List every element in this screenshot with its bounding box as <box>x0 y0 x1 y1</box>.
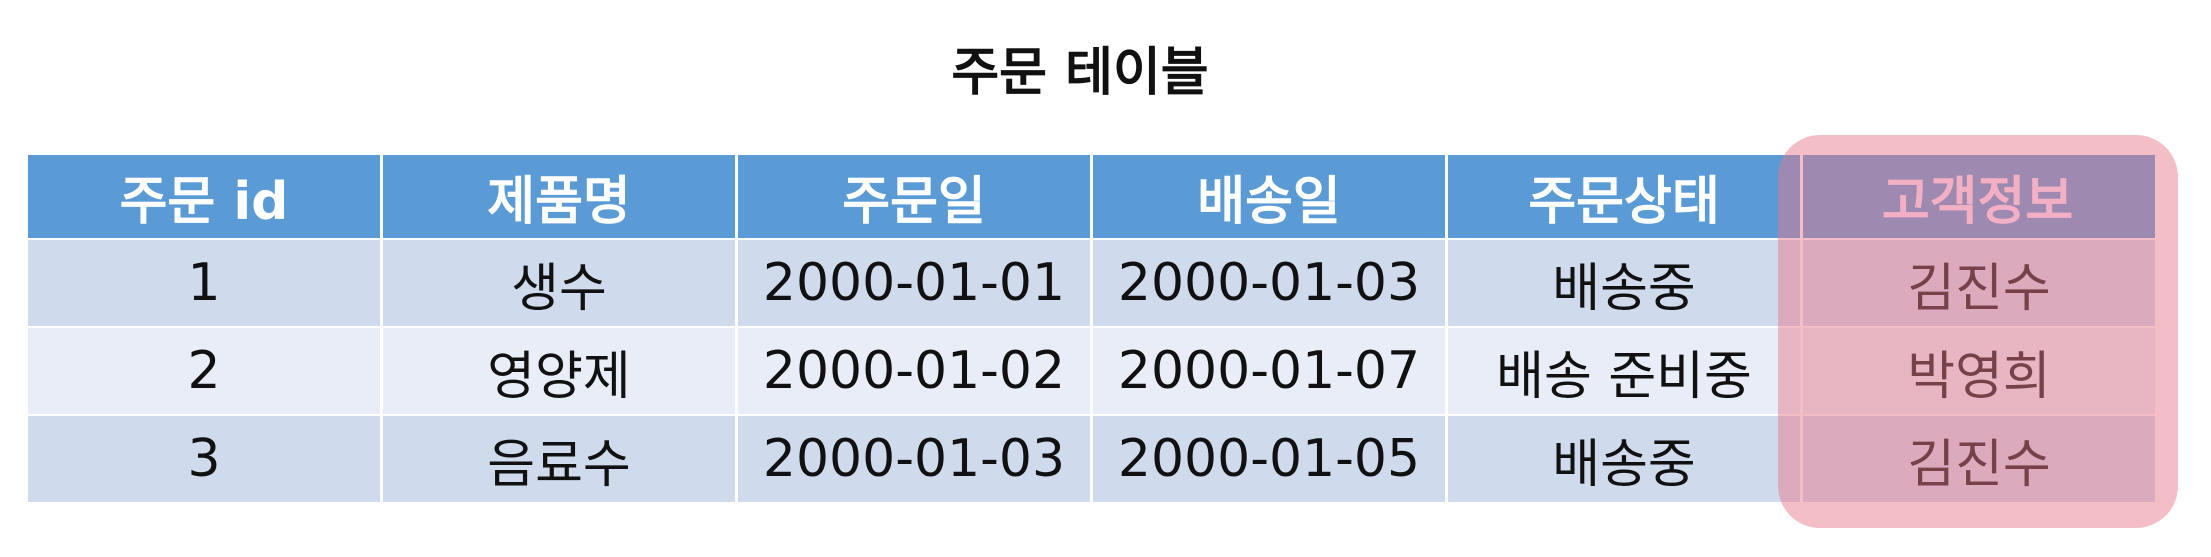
table-cell: 음료수 <box>383 416 735 502</box>
header-product-name: 제품명 <box>383 155 735 238</box>
header-order-status: 주문상태 <box>1448 155 1800 238</box>
table-cell: 1 <box>28 240 380 326</box>
header-delivery-date: 배송일 <box>1093 155 1445 238</box>
table-cell: 2000-01-07 <box>1093 328 1445 414</box>
table-cell: 2000-01-01 <box>738 240 1090 326</box>
table-cell: 배송 준비중 <box>1448 328 1800 414</box>
table-cell: 2000-01-03 <box>1093 240 1445 326</box>
table-cell: 김진수 <box>1803 240 2155 326</box>
header-customer-info <box>1803 155 2155 238</box>
table-cell: 영양제 <box>383 328 735 414</box>
header-order-date: 주문일 <box>738 155 1090 238</box>
table-cell: 2000-01-02 <box>738 328 1090 414</box>
header-order-id: 주문 id <box>28 155 380 238</box>
table-cell: 2000-01-03 <box>738 416 1090 502</box>
table-cell: 3 <box>28 416 380 502</box>
table-title: 주문 테이블 <box>951 43 1209 103</box>
table-cell: 2000-01-05 <box>1093 416 1445 502</box>
table-cell: 2 <box>28 328 380 414</box>
table-cell: 배송중 <box>1448 416 1800 502</box>
table-cell: 김진수 <box>1803 416 2155 502</box>
table-cell: 생수 <box>383 240 735 326</box>
table-cell: 박영희 <box>1803 328 2155 414</box>
table-cell: 배송중 <box>1448 240 1800 326</box>
orders-table: 주문 id 제품명 주문일 배송일 주문상태 1 생수 2000-01-01 2… <box>28 155 2155 502</box>
